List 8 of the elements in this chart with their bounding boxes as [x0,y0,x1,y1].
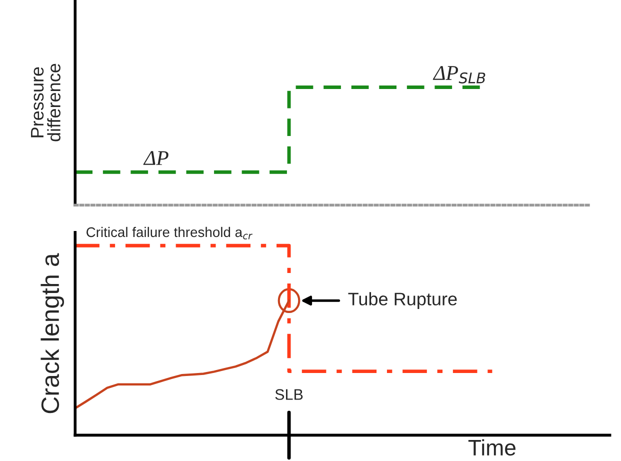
annotation: ΔP [143,151,168,165]
annotation: Tube Rupture [348,292,457,310]
x-axis-title: Time [468,439,516,456]
text: ΔP$_{SLB}$ [432,66,486,84]
y-axis-title: Crack length a [40,253,64,414]
y-axis-title: Pressure difference [31,64,60,142]
series-label: Critical failure threshold a$_{cr}$ [86,226,253,240]
annotation: SLB [275,389,303,400]
